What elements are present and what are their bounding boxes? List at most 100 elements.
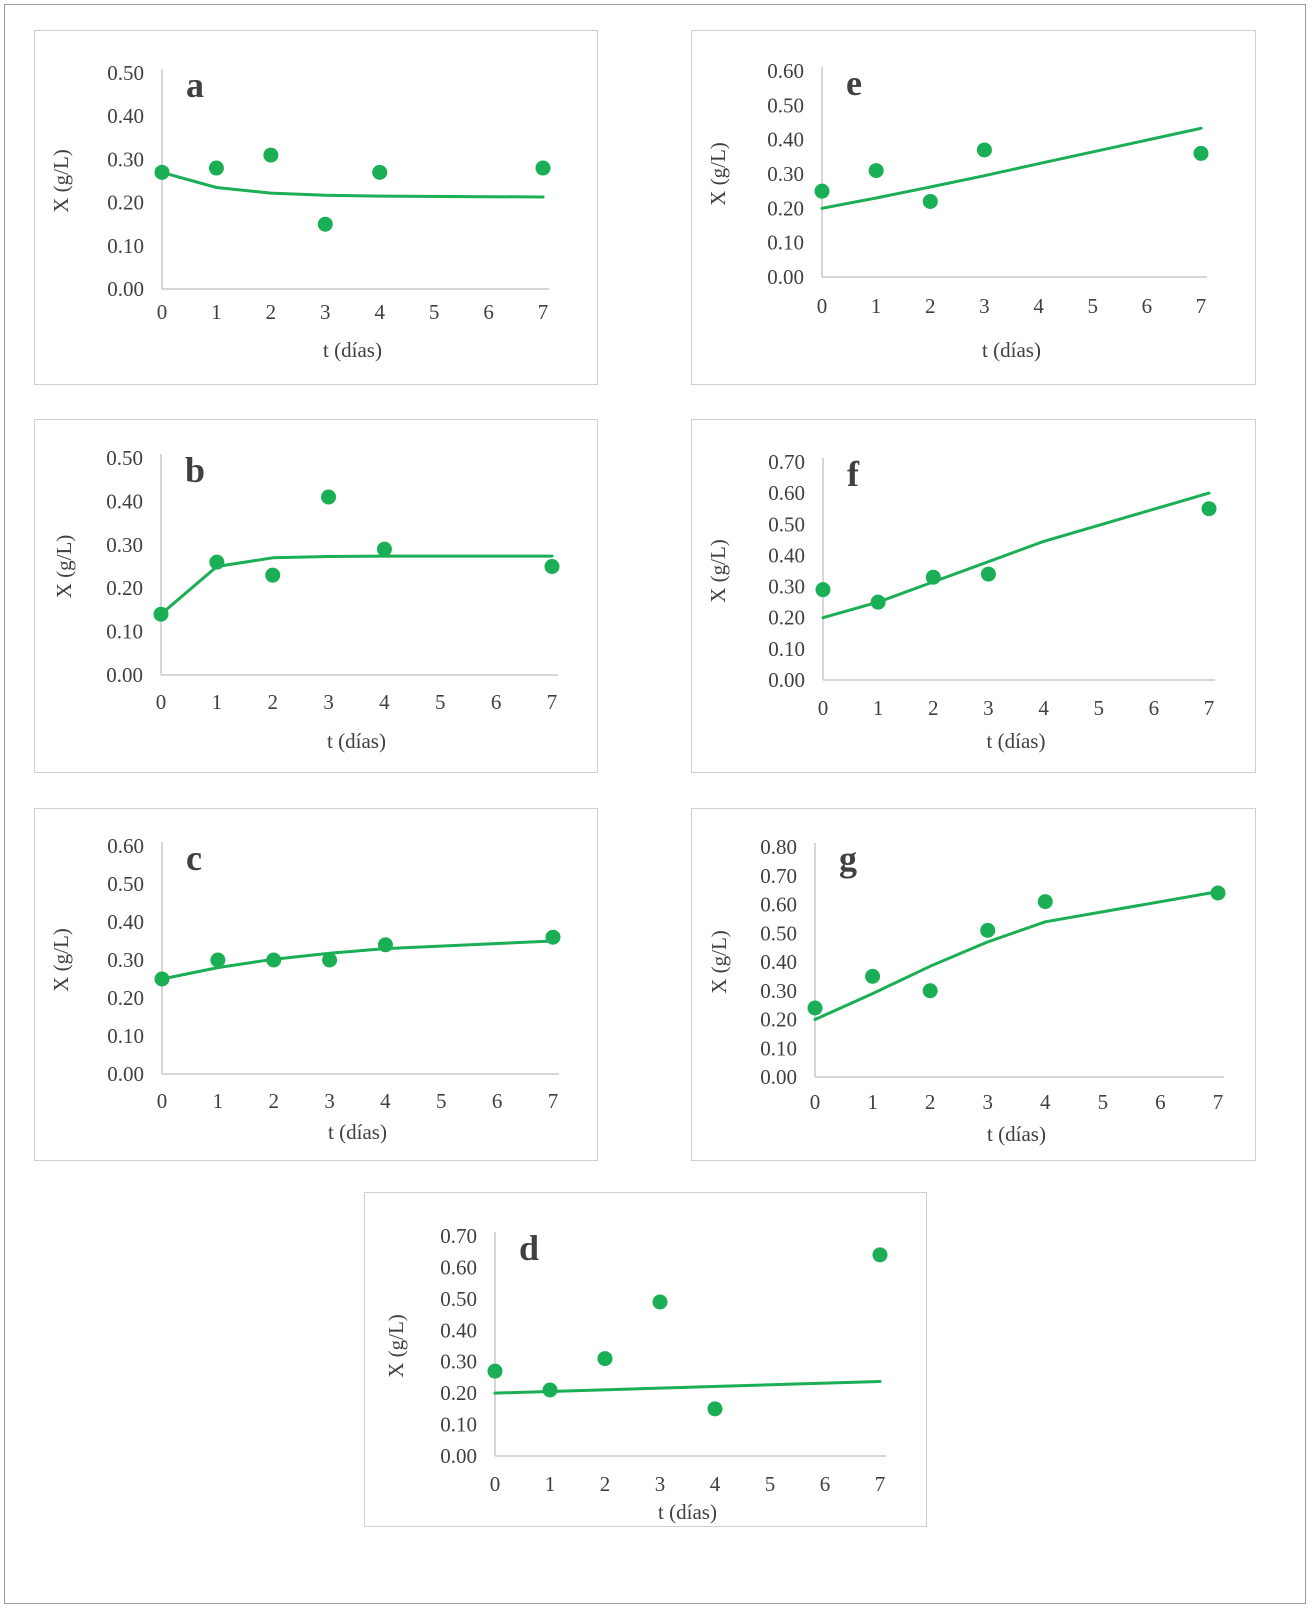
x-axis-title: t (días)	[327, 729, 386, 753]
y-tick-label: 0.60	[767, 59, 804, 83]
data-point	[980, 922, 996, 938]
data-point	[807, 1000, 823, 1016]
x-tick-label: 7	[1204, 696, 1215, 720]
x-tick-label: 7	[875, 1472, 886, 1496]
x-tick-label: 0	[156, 690, 167, 714]
x-tick-label: 5	[765, 1472, 776, 1496]
y-tick-label: 0.40	[106, 489, 143, 513]
y-tick-label: 0.10	[767, 231, 804, 255]
data-point	[652, 1294, 668, 1310]
y-axis-title: X (g/L)	[49, 928, 73, 992]
y-tick-label: 0.50	[440, 1287, 477, 1311]
chart-panel-a: 0.00 0.10 0.20 0.30 0.40 0.50 0 1 2 3 4 5 6 7 t (días)…	[34, 30, 598, 385]
y-tick-label: 0.30	[107, 147, 144, 171]
panel-letter: g	[839, 839, 857, 879]
data-point	[208, 160, 224, 176]
data-point	[535, 160, 551, 176]
y-axis-title: X (g/L)	[384, 1314, 408, 1378]
y-tick-label: 0.80	[760, 835, 797, 859]
y-tick-label: 0.30	[768, 575, 805, 599]
x-tick-label: 5	[1098, 1090, 1109, 1114]
x-tick-label: 1	[212, 690, 223, 714]
y-tick-label: 0.10	[107, 1024, 144, 1048]
data-point	[545, 929, 561, 945]
y-tick-label: 0.00	[106, 663, 143, 687]
data-point	[814, 183, 830, 199]
chart-svg: 0.00 0.10 0.20 0.30 0.40 0.50 0 1 2 3 4 5 6 7 t (días)…	[49, 61, 551, 362]
data-point	[868, 163, 884, 179]
x-tick-label: 2	[928, 696, 939, 720]
chart-panel-c: 0.00 0.10 0.20 0.30 0.40 0.50 0.60 0 1 2 3 4 5 6 7 t (d…	[34, 808, 598, 1161]
x-tick-label: 0	[810, 1090, 821, 1114]
x-tick-label: 6	[492, 1089, 503, 1113]
data-point	[322, 952, 338, 968]
panel-letter: a	[186, 65, 204, 105]
data-point	[154, 971, 170, 987]
x-tick-label: 7	[547, 690, 558, 714]
x-tick-label: 7	[1213, 1090, 1224, 1114]
y-tick-label: 0.50	[767, 93, 804, 117]
data-point	[266, 952, 282, 968]
x-tick-label: 0	[490, 1472, 501, 1496]
data-point	[376, 541, 392, 557]
data-point	[154, 164, 170, 180]
y-tick-label: 0.70	[760, 864, 797, 888]
x-axis-title: t (días)	[658, 1500, 717, 1524]
y-tick-label: 0.30	[767, 162, 804, 186]
data-point	[153, 606, 169, 622]
x-tick-label: 3	[655, 1472, 666, 1496]
x-tick-label: 4	[1033, 294, 1044, 318]
x-tick-label: 0	[157, 1089, 168, 1113]
y-tick-label: 0.10	[107, 234, 144, 258]
data-point	[263, 147, 279, 163]
chart-panel-d: 0.00 0.10 0.20 0.30 0.40 0.50 0.60 0.70 0 1 2 3 4 5 6 7…	[364, 1192, 927, 1527]
x-tick-label: 1	[873, 696, 884, 720]
x-tick-label: 7	[1196, 294, 1207, 318]
x-tick-label: 4	[374, 300, 385, 324]
y-tick-label: 0.20	[440, 1381, 477, 1405]
x-tick-label: 3	[983, 696, 994, 720]
chart-svg: 0.00 0.10 0.20 0.30 0.40 0.50 0.60 0.70 0 1 2 3 4 5 6 7…	[384, 1224, 888, 1524]
data-point	[597, 1351, 613, 1367]
y-tick-label: 0.40	[768, 543, 805, 567]
x-tick-label: 3	[320, 300, 331, 324]
y-axis-title: X (g/L)	[49, 149, 73, 213]
data-point	[870, 594, 886, 610]
x-tick-label: 4	[1038, 696, 1049, 720]
panel-letter: e	[846, 63, 862, 103]
x-tick-label: 5	[1087, 294, 1098, 318]
y-tick-label: 0.60	[768, 481, 805, 505]
data-point	[209, 554, 225, 570]
y-tick-label: 0.20	[107, 986, 144, 1010]
y-tick-label: 0.00	[107, 277, 144, 301]
model-line	[820, 126, 1203, 210]
model-line	[159, 554, 554, 616]
x-tick-label: 4	[1040, 1090, 1051, 1114]
data-point	[872, 1247, 888, 1263]
x-tick-label: 1	[211, 300, 222, 324]
panel-letter: b	[185, 450, 205, 490]
data-point	[317, 216, 333, 232]
y-tick-label: 0.50	[760, 921, 797, 945]
x-tick-label: 2	[925, 1090, 936, 1114]
chart-panel-g: 0.00 0.10 0.20 0.30 0.40 0.50 0.60 0.70 0.80 0 1 2 3…	[691, 808, 1256, 1161]
panel-letter: d	[519, 1228, 539, 1268]
model-line	[493, 1380, 882, 1395]
y-tick-label: 0.00	[767, 265, 804, 289]
data-point	[210, 952, 226, 968]
x-tick-label: 2	[925, 294, 936, 318]
y-tick-label: 0.30	[107, 948, 144, 972]
y-tick-label: 0.50	[107, 872, 144, 896]
x-tick-label: 1	[545, 1472, 556, 1496]
x-tick-label: 0	[157, 300, 168, 324]
x-tick-label: 3	[323, 690, 334, 714]
y-tick-label: 0.20	[106, 576, 143, 600]
data-point	[707, 1401, 723, 1417]
x-axis-title: t (días)	[323, 338, 382, 362]
y-tick-label: 0.20	[767, 196, 804, 220]
x-tick-label: 4	[379, 690, 390, 714]
y-tick-label: 0.20	[107, 191, 144, 215]
y-axis-title: X (g/L)	[706, 142, 730, 206]
y-tick-label: 0.10	[768, 637, 805, 661]
y-tick-label: 0.00	[760, 1065, 797, 1089]
